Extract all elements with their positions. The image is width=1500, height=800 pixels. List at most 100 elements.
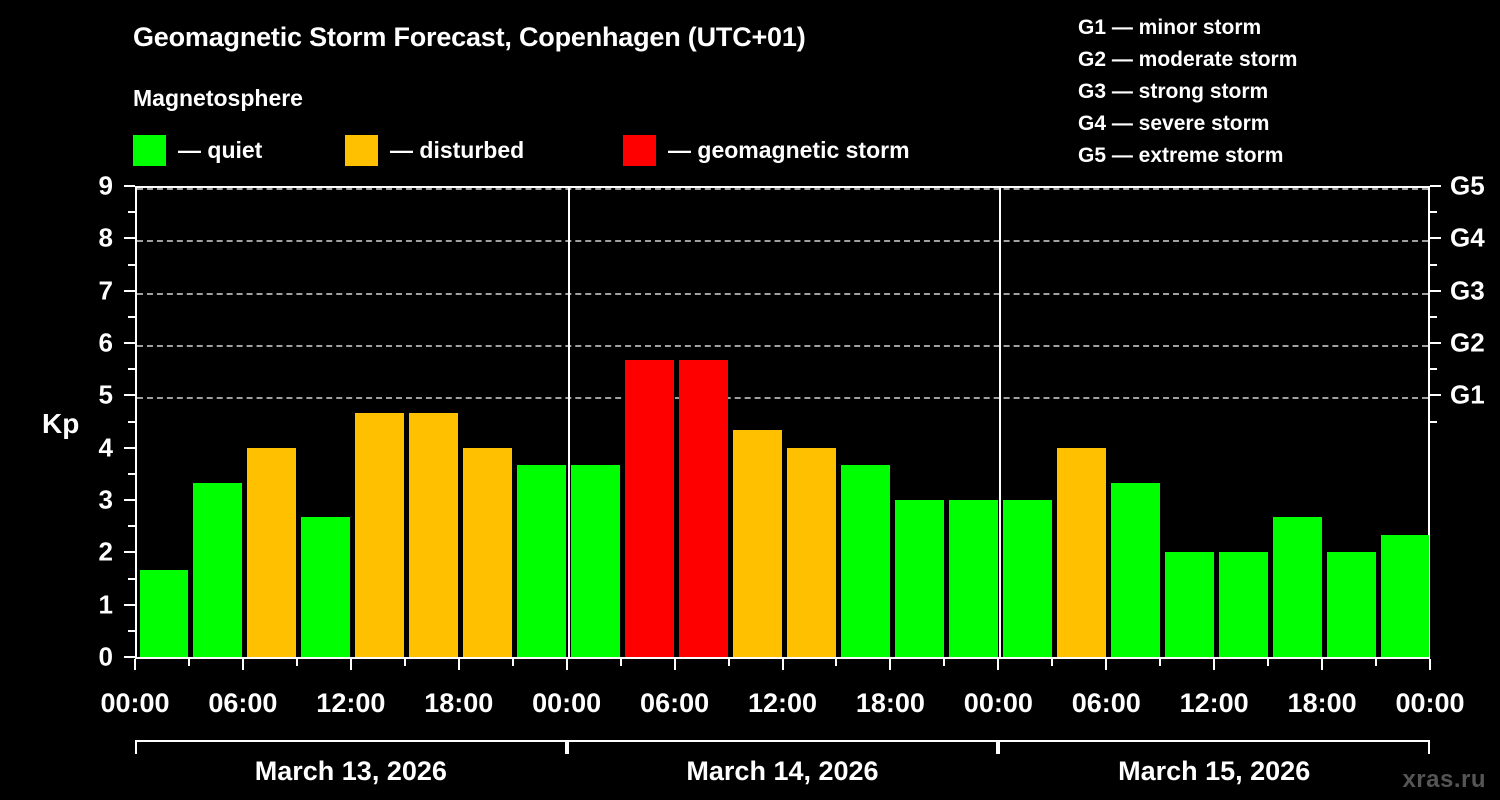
- x-tick-mark-1: [241, 659, 244, 670]
- plot-area: [135, 186, 1430, 657]
- y-tick-mark-1: [124, 603, 135, 606]
- y-tick-mark-6: [124, 342, 135, 344]
- day-label-3: March 15, 2026: [1118, 756, 1311, 786]
- x-tick-label-9: 06:00: [1071, 688, 1141, 718]
- x-tick-mark-10: [1213, 659, 1216, 670]
- y-tick-label-2: 2: [98, 536, 113, 567]
- g-tick-mark-G5: [1430, 185, 1441, 187]
- y-tick-mark-4: [124, 446, 135, 449]
- day-separator-2: [999, 188, 1002, 657]
- g-tick-label-G3: G3: [1450, 275, 1485, 306]
- y-tick-mark-3: [124, 499, 135, 501]
- g-tick-label-G1: G1: [1450, 379, 1485, 410]
- x-tick-label-5: 06:00: [640, 688, 710, 718]
- bar-kp: [1326, 552, 1376, 657]
- y-tick-label-9: 9: [98, 170, 113, 201]
- bar-kp: [1110, 482, 1160, 657]
- bar-kp: [463, 447, 513, 657]
- y-tick-label-4: 4: [98, 432, 113, 463]
- x-tick-mark-8: [997, 659, 1000, 670]
- legend-swatch-quiet: [133, 134, 166, 166]
- legend-item-0: — quiet: [133, 133, 262, 167]
- x-tick-mark-3: [457, 659, 460, 670]
- x-tick-mark-7: [889, 659, 892, 670]
- bar-kp: [679, 360, 729, 657]
- bar-kp: [1002, 500, 1052, 657]
- x-tick-mark-5: [673, 659, 676, 670]
- y-tick-minor: [128, 263, 135, 266]
- bar-kp: [1272, 517, 1322, 657]
- x-tick-mark-0: [134, 659, 136, 670]
- bar-kp: [247, 447, 297, 657]
- x-tick-minor: [403, 659, 406, 666]
- g-scale-row-4: G4 — severe storm: [1078, 112, 1270, 135]
- bar-kp: [894, 500, 944, 657]
- bar-kp: [193, 482, 243, 657]
- legend-label-1: — disturbed: [390, 136, 525, 163]
- g-tick-minor: [1430, 263, 1437, 266]
- x-tick-mark-12: [1429, 659, 1431, 670]
- x-tick-mark-11: [1321, 659, 1324, 670]
- x-tick-mark-9: [1105, 659, 1108, 670]
- x-tick-minor: [511, 659, 514, 666]
- x-tick-label-11: 18:00: [1287, 688, 1357, 718]
- x-tick-minor: [187, 659, 190, 666]
- g-tick-mark-G2: [1430, 342, 1441, 344]
- bar-kp: [139, 569, 189, 657]
- watermark: xras.ru: [1402, 766, 1486, 793]
- g-tick-label-G4: G4: [1450, 222, 1485, 253]
- bar-kp: [733, 430, 782, 657]
- bar-kp: [571, 464, 621, 657]
- day-bracket-1: [135, 740, 567, 754]
- legend-item-1: — disturbed: [345, 133, 524, 167]
- gridline-kp-6: [137, 345, 1428, 347]
- bar-kp: [1218, 552, 1268, 657]
- y-tick-mark-9: [124, 185, 135, 187]
- g-scale-legend: G1 — minor storm G2 — moderate storm G3 — …: [1078, 12, 1297, 172]
- g-tick-mark-G3: [1430, 289, 1441, 292]
- chart-subtitle: Magnetosphere: [133, 85, 303, 111]
- y-tick-mark-7: [124, 289, 135, 292]
- y-tick-label-6: 6: [98, 327, 113, 358]
- y-tick-minor: [128, 420, 135, 423]
- y-tick-label-1: 1: [98, 589, 113, 620]
- y-tick-minor: [128, 472, 135, 475]
- x-tick-label-4: 00:00: [532, 688, 602, 718]
- legend-label-0: — quiet: [178, 136, 263, 163]
- x-tick-label-0: 00:00: [100, 688, 170, 718]
- g-tick-minor: [1430, 315, 1437, 318]
- bar-kp: [840, 464, 890, 657]
- g-scale-row-3: G3 — strong storm: [1078, 80, 1269, 103]
- g-tick-mark-G1: [1430, 394, 1441, 397]
- bar-kp: [948, 500, 998, 657]
- gridline-kp-9: [137, 188, 1428, 190]
- bar-kp: [625, 360, 675, 657]
- bar-kp: [517, 464, 567, 657]
- day-label-1: March 13, 2026: [254, 756, 447, 786]
- y-tick-mark-8: [124, 237, 135, 240]
- g-tick-minor: [1430, 368, 1437, 371]
- x-tick-minor: [727, 659, 730, 666]
- bar-kp: [301, 517, 351, 657]
- x-tick-mark-6: [781, 659, 784, 670]
- x-tick-label-10: 12:00: [1179, 688, 1249, 718]
- g-tick-label-G5: G5: [1450, 170, 1485, 201]
- g-scale-row-1: G1 — minor storm: [1078, 16, 1262, 39]
- x-tick-label-6: 12:00: [747, 688, 818, 718]
- x-tick-mark-2: [349, 659, 352, 670]
- y-tick-label-8: 8: [98, 222, 113, 253]
- bar-kp: [787, 447, 836, 657]
- legend-swatch-storm: [623, 134, 656, 166]
- x-tick-minor: [1159, 659, 1162, 666]
- g-tick-mark-G4: [1430, 237, 1441, 240]
- x-tick-minor: [943, 659, 946, 666]
- y-tick-mark-0: [124, 656, 135, 658]
- day-bracket-2: [566, 740, 999, 754]
- y-tick-label-5: 5: [98, 379, 113, 410]
- gridline-kp-7: [137, 292, 1428, 295]
- g-scale-row-5: G5 — extreme storm: [1078, 144, 1284, 167]
- y-tick-minor: [128, 211, 135, 214]
- x-tick-label-3: 18:00: [424, 688, 494, 718]
- g-tick-label-G2: G2: [1450, 327, 1485, 358]
